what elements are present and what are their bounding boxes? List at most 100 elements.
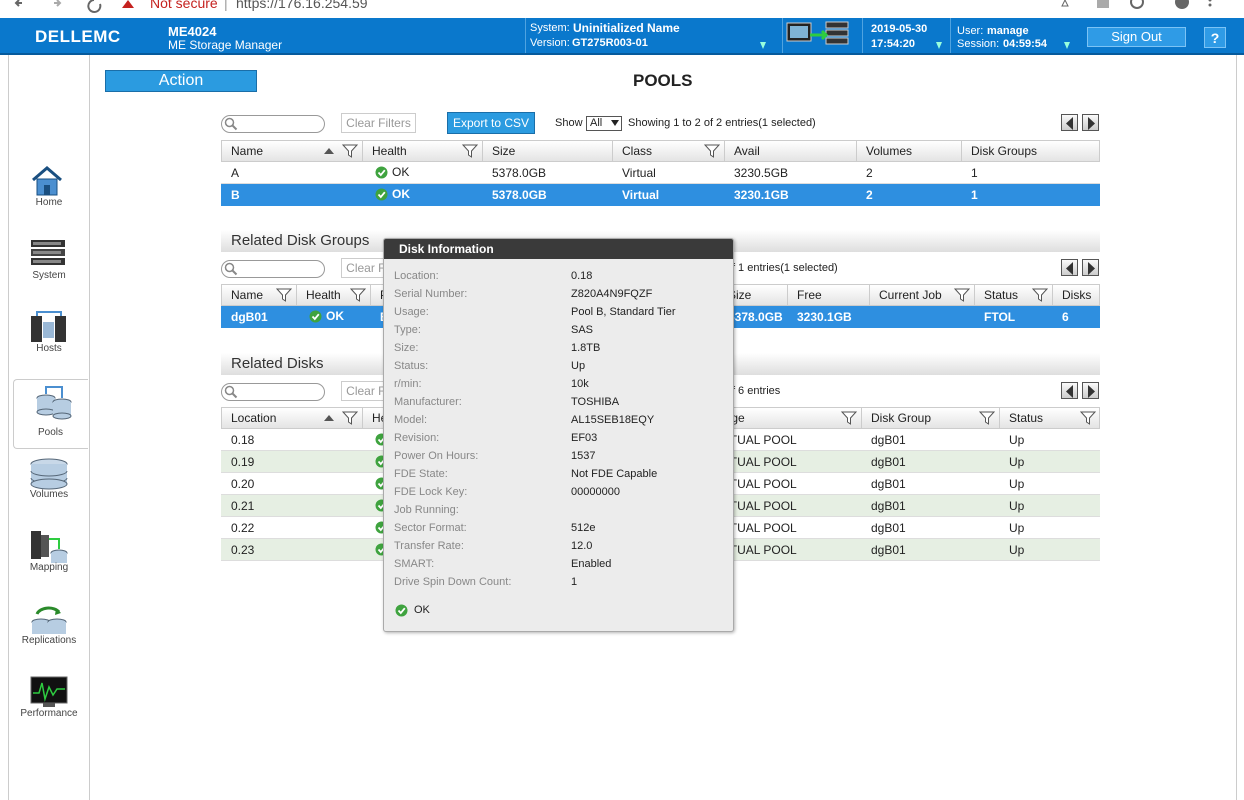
next-page-button[interactable] [1082, 114, 1099, 131]
column-header[interactable]: Health [306, 288, 341, 302]
system-status-icon [786, 21, 849, 45]
column-divider [362, 140, 363, 162]
column-header[interactable]: Name [231, 288, 264, 302]
dropdown-arrows [760, 42, 1070, 49]
nav-item[interactable]: Pools [13, 379, 88, 449]
column-header[interactable]: Current Job [879, 288, 942, 302]
nav-item[interactable]: Replications [9, 598, 89, 668]
user: manage [987, 25, 1029, 37]
export-csv-button[interactable]: Export to CSV [447, 112, 535, 134]
column-header[interactable]: Status [1009, 411, 1044, 425]
cell: OK [392, 165, 410, 179]
filter-input[interactable] [221, 260, 325, 278]
column-header[interactable]: Size [492, 144, 516, 158]
date: 2019-05-30 [871, 23, 928, 35]
cell: Up [1009, 455, 1025, 469]
sort-icon [324, 415, 334, 421]
nav-item[interactable]: Volumes [9, 452, 89, 522]
column-header[interactable]: Volumes [866, 144, 913, 158]
filter-icon [276, 288, 292, 302]
column-header[interactable]: Disks [1062, 288, 1092, 302]
field-value: 00000000 [571, 486, 620, 498]
prev-page-button[interactable] [1061, 259, 1078, 276]
action-button[interactable]: Action [105, 70, 257, 92]
nav-item[interactable]: Hosts [9, 306, 89, 376]
ok-icon [375, 166, 388, 179]
frame-border [8, 55, 9, 800]
browser-bar: Not secure | https://176.16.254.59 [0, 0, 1244, 18]
column-header[interactable]: Free [797, 288, 822, 302]
cell: 5378.0GB [728, 310, 783, 324]
field-label: Location: [394, 270, 439, 282]
field-value: Enabled [571, 558, 612, 570]
page-title: POOLS [633, 71, 693, 90]
frame-border [1236, 55, 1237, 800]
cell: Up [1009, 477, 1025, 491]
arrow-icon [1088, 385, 1095, 398]
table-row[interactable] [221, 162, 1100, 184]
system-name: Uninitialized Name [573, 21, 680, 35]
filter-icon [342, 411, 358, 425]
cell: 0.21 [231, 499, 255, 513]
next-page-button[interactable] [1082, 259, 1099, 276]
time: 17:54:20 [871, 38, 916, 50]
version: GT275R003-01 [572, 37, 648, 49]
side-nav: Home System Hosts Pools Volumes Mapping Replic… [9, 55, 89, 800]
field-label: Revision: [394, 432, 440, 444]
table-header [221, 140, 1100, 162]
column-header[interactable]: Disk Groups [971, 144, 1038, 158]
divider [782, 18, 783, 53]
browser-toolbar-icons [1061, 0, 1212, 9]
nav-item[interactable]: Mapping [9, 525, 89, 595]
table-row-selected[interactable] [221, 184, 1100, 206]
column-header[interactable]: Location [231, 411, 277, 425]
arrow-icon [1066, 262, 1073, 275]
popup-title: Disk Information [399, 242, 494, 256]
disk-info-popup: Disk Information Location: 0.18 Serial Numb… [383, 238, 734, 632]
cell: 3230.1GB [797, 310, 852, 324]
cell: 1 [971, 166, 978, 180]
help-button[interactable]: ? [1204, 27, 1226, 48]
cell: dgB01 [871, 499, 906, 513]
nav-item[interactable]: Home [9, 160, 89, 230]
cell: dgB01 [871, 521, 906, 535]
cell: 3230.5GB [734, 166, 789, 180]
column-divider [869, 284, 870, 306]
column-header[interactable]: Class [622, 144, 653, 158]
field-label: Transfer Rate: [394, 540, 464, 552]
column-divider [1052, 284, 1053, 306]
cell: Up [1009, 499, 1025, 513]
app-header: DELLEMC ME4024 ME Storage Manager System… [0, 18, 1244, 55]
divider [525, 18, 526, 53]
clear-filters-button[interactable]: Clear Filters [341, 113, 416, 133]
field-label: Manufacturer: [394, 396, 462, 408]
url[interactable]: https://176.16.254.59 [236, 0, 368, 11]
product: ME Storage Manager [168, 38, 283, 52]
field-value: 512e [571, 522, 596, 534]
column-header[interactable]: Disk Group [871, 411, 932, 425]
nav-label: System [32, 270, 66, 281]
ok-icon [395, 604, 408, 617]
section-heading: Related Disk Groups [231, 232, 370, 249]
column-header[interactable]: Status [984, 288, 1019, 302]
nav-item[interactable]: Performance [9, 671, 89, 741]
nav-item[interactable]: System [9, 233, 89, 303]
nav-icon [31, 311, 66, 342]
column-divider [362, 407, 363, 429]
column-header[interactable]: Health [372, 144, 407, 158]
filter-input[interactable] [221, 383, 325, 401]
show-select[interactable]: All [586, 116, 622, 131]
prev-page-button[interactable] [1061, 114, 1078, 131]
prev-page-button[interactable] [1061, 382, 1078, 399]
nav-icon [31, 606, 67, 634]
section-heading: Related Disks [231, 355, 324, 372]
ok-icon [309, 310, 322, 323]
sign-out-button[interactable]: Sign Out [1087, 27, 1186, 47]
next-page-button[interactable] [1082, 382, 1099, 399]
nav-icon [31, 240, 65, 265]
column-header[interactable]: Avail [734, 144, 760, 158]
cell: dgB01 [871, 543, 906, 557]
column-header[interactable]: Name [231, 144, 264, 158]
filter-input[interactable] [221, 115, 325, 133]
